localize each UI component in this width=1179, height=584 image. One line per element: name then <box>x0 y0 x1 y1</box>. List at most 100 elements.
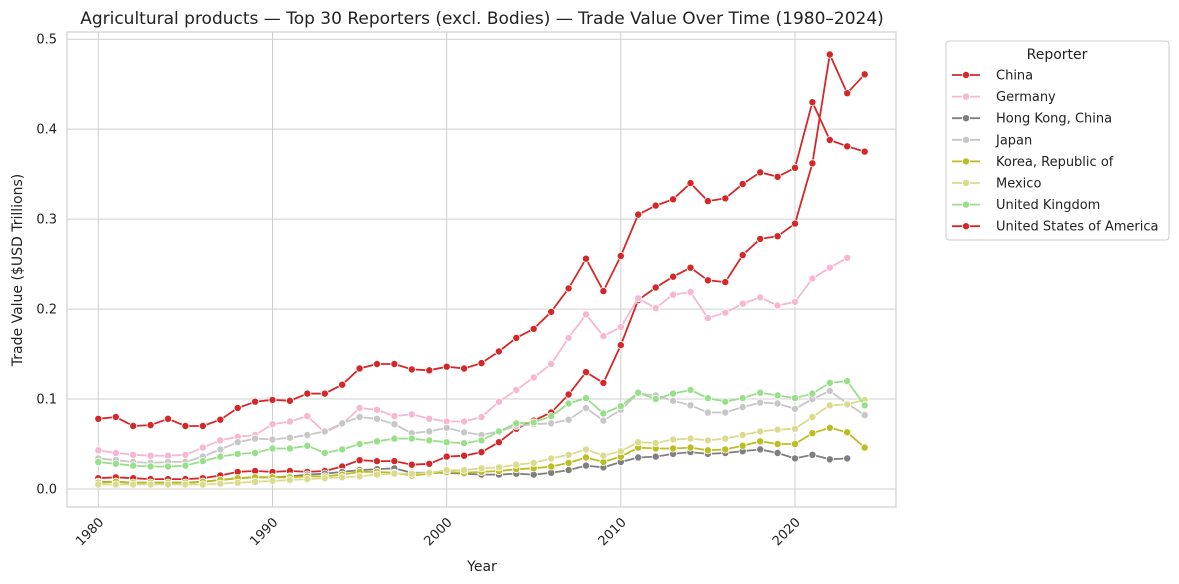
data-point <box>721 445 730 454</box>
data-point <box>129 461 138 470</box>
legend-marker <box>962 178 971 187</box>
data-point <box>616 402 625 411</box>
data-point <box>285 396 294 405</box>
data-point <box>651 452 660 461</box>
data-point <box>407 460 416 469</box>
x-tick-label: 1990 <box>247 515 281 549</box>
data-point <box>477 448 486 457</box>
data-point <box>425 427 434 436</box>
data-point <box>703 276 712 285</box>
legend-title: Reporter <box>1027 47 1088 63</box>
data-point <box>111 480 120 489</box>
data-point <box>703 314 712 323</box>
data-point <box>303 430 312 439</box>
legend-marker <box>962 200 971 209</box>
data-point <box>390 457 399 466</box>
data-point <box>582 310 591 319</box>
legend-label: Japan <box>995 133 1032 148</box>
legend-marker <box>962 222 971 231</box>
data-point <box>547 307 556 316</box>
data-point <box>582 394 591 403</box>
data-point <box>372 457 381 466</box>
data-point <box>111 459 120 468</box>
data-point <box>843 142 852 151</box>
legend-entry: Korea, Republic of <box>952 155 1114 170</box>
y-tick-label: 0.3 <box>36 213 57 228</box>
data-point <box>216 415 225 424</box>
data-point <box>564 466 573 475</box>
data-point <box>825 455 834 464</box>
legend-frame <box>945 40 1170 241</box>
data-point <box>791 439 800 448</box>
series-united-states-of-america <box>94 98 869 430</box>
data-point <box>686 385 695 394</box>
data-point <box>669 396 678 405</box>
plot-frame <box>66 31 897 508</box>
data-point <box>843 253 852 262</box>
data-point <box>738 430 747 439</box>
data-point <box>738 403 747 412</box>
data-point <box>791 394 800 403</box>
data-point <box>355 456 364 465</box>
x-tick-label: 2020 <box>770 515 804 549</box>
data-point <box>320 448 329 457</box>
data-point <box>843 400 852 409</box>
data-point <box>442 466 451 475</box>
data-point <box>285 444 294 453</box>
data-point <box>773 448 782 457</box>
legend-label: United Kingdom <box>996 198 1100 213</box>
data-point <box>285 433 294 442</box>
data-point <box>582 453 591 462</box>
series-united-kingdom <box>94 377 869 471</box>
data-point <box>494 463 503 472</box>
legend: Reporter China Germany Hong Kong, China Jap… <box>945 40 1170 241</box>
data-point <box>686 287 695 296</box>
data-point <box>338 380 347 389</box>
data-point <box>355 472 364 481</box>
data-point <box>338 419 347 428</box>
data-point <box>860 411 869 420</box>
data-point <box>268 420 277 429</box>
grid-lines <box>67 32 896 507</box>
legend-label: China <box>996 69 1033 84</box>
series-hong-kong-china <box>94 445 852 487</box>
data-point <box>686 434 695 443</box>
data-point <box>547 419 556 428</box>
data-point <box>233 403 242 412</box>
data-point <box>355 412 364 421</box>
data-point <box>616 447 625 456</box>
data-point <box>721 308 730 317</box>
data-point <box>825 401 834 410</box>
data-point <box>547 454 556 463</box>
data-point <box>756 234 765 243</box>
data-point <box>773 399 782 408</box>
data-point <box>372 414 381 423</box>
data-point <box>669 195 678 204</box>
data-point <box>163 480 172 489</box>
data-point <box>198 443 207 452</box>
data-point <box>825 423 834 432</box>
data-point <box>425 468 434 477</box>
legend-label: Germany <box>996 90 1056 105</box>
data-point <box>651 304 660 313</box>
data-point <box>233 449 242 458</box>
data-point <box>791 297 800 306</box>
data-point <box>372 359 381 368</box>
data-point <box>738 179 747 188</box>
data-point <box>756 427 765 436</box>
data-point <box>442 438 451 447</box>
data-point <box>825 378 834 387</box>
data-point <box>791 424 800 433</box>
data-point <box>442 452 451 461</box>
data-point <box>233 478 242 487</box>
data-point <box>338 473 347 482</box>
data-point <box>808 389 817 398</box>
data-point <box>163 414 172 423</box>
series-germany <box>94 253 852 460</box>
data-point <box>303 475 312 484</box>
data-point <box>582 368 591 377</box>
data-point <box>320 474 329 483</box>
data-point <box>129 450 138 459</box>
legend-label: Hong Kong, China <box>996 112 1112 127</box>
